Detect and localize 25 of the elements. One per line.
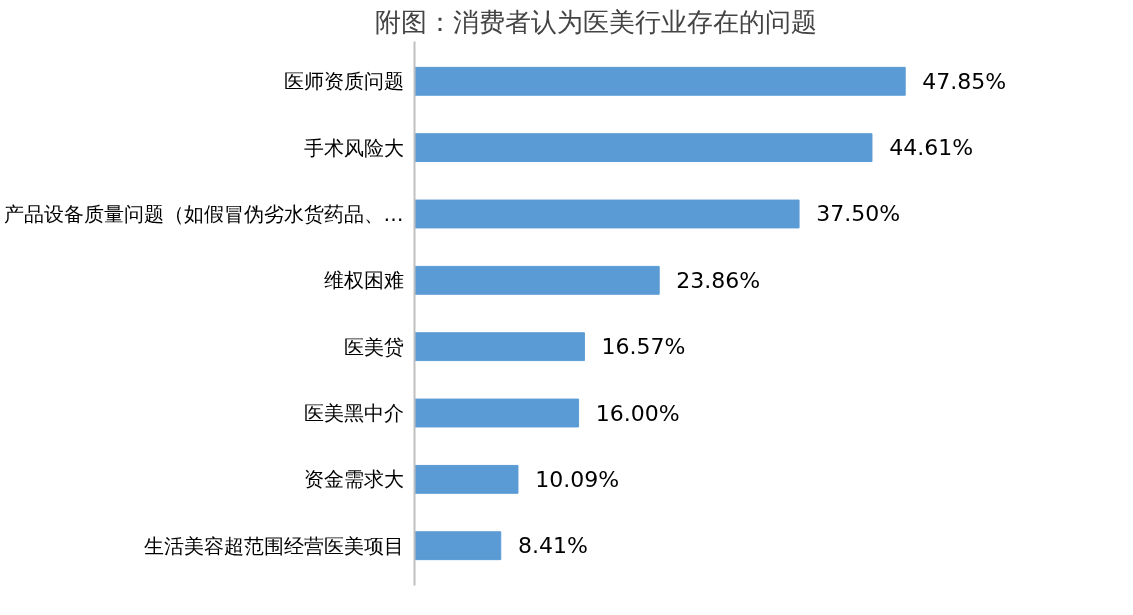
y-tick-label: 手术风险大: [303, 135, 404, 160]
chart-title: 附图：消费者认为医美行业存在的问题: [374, 7, 817, 37]
y-tick-label: 维权困难: [323, 268, 404, 293]
y-tick-label: 医师资质问题: [283, 69, 404, 94]
data-label: 47.85%: [922, 68, 1007, 94]
data-label: 8.41%: [517, 533, 588, 559]
y-tick-label: 产品设备质量问题（如假冒伪劣水货药品、…: [3, 201, 404, 226]
bar: [414, 332, 585, 362]
data-label: 16.00%: [595, 400, 680, 426]
bar: [414, 133, 873, 163]
bar: [414, 531, 502, 561]
y-tick-label: 资金需求大: [303, 467, 404, 492]
bar: [414, 464, 519, 494]
data-label: 10.09%: [535, 466, 620, 492]
data-label: 23.86%: [676, 267, 761, 293]
bar: [414, 66, 906, 96]
bar: [414, 199, 800, 229]
bar: [414, 398, 580, 428]
y-tick-label: 医美黑中介: [303, 401, 404, 426]
y-tick-label: 医美贷: [343, 334, 404, 359]
bar: [414, 265, 660, 295]
data-label: 37.50%: [816, 201, 901, 227]
y-tick-label: 生活美容超范围经营医美项目: [143, 533, 404, 558]
data-label: 44.61%: [889, 135, 974, 161]
data-label: 16.57%: [601, 334, 686, 360]
